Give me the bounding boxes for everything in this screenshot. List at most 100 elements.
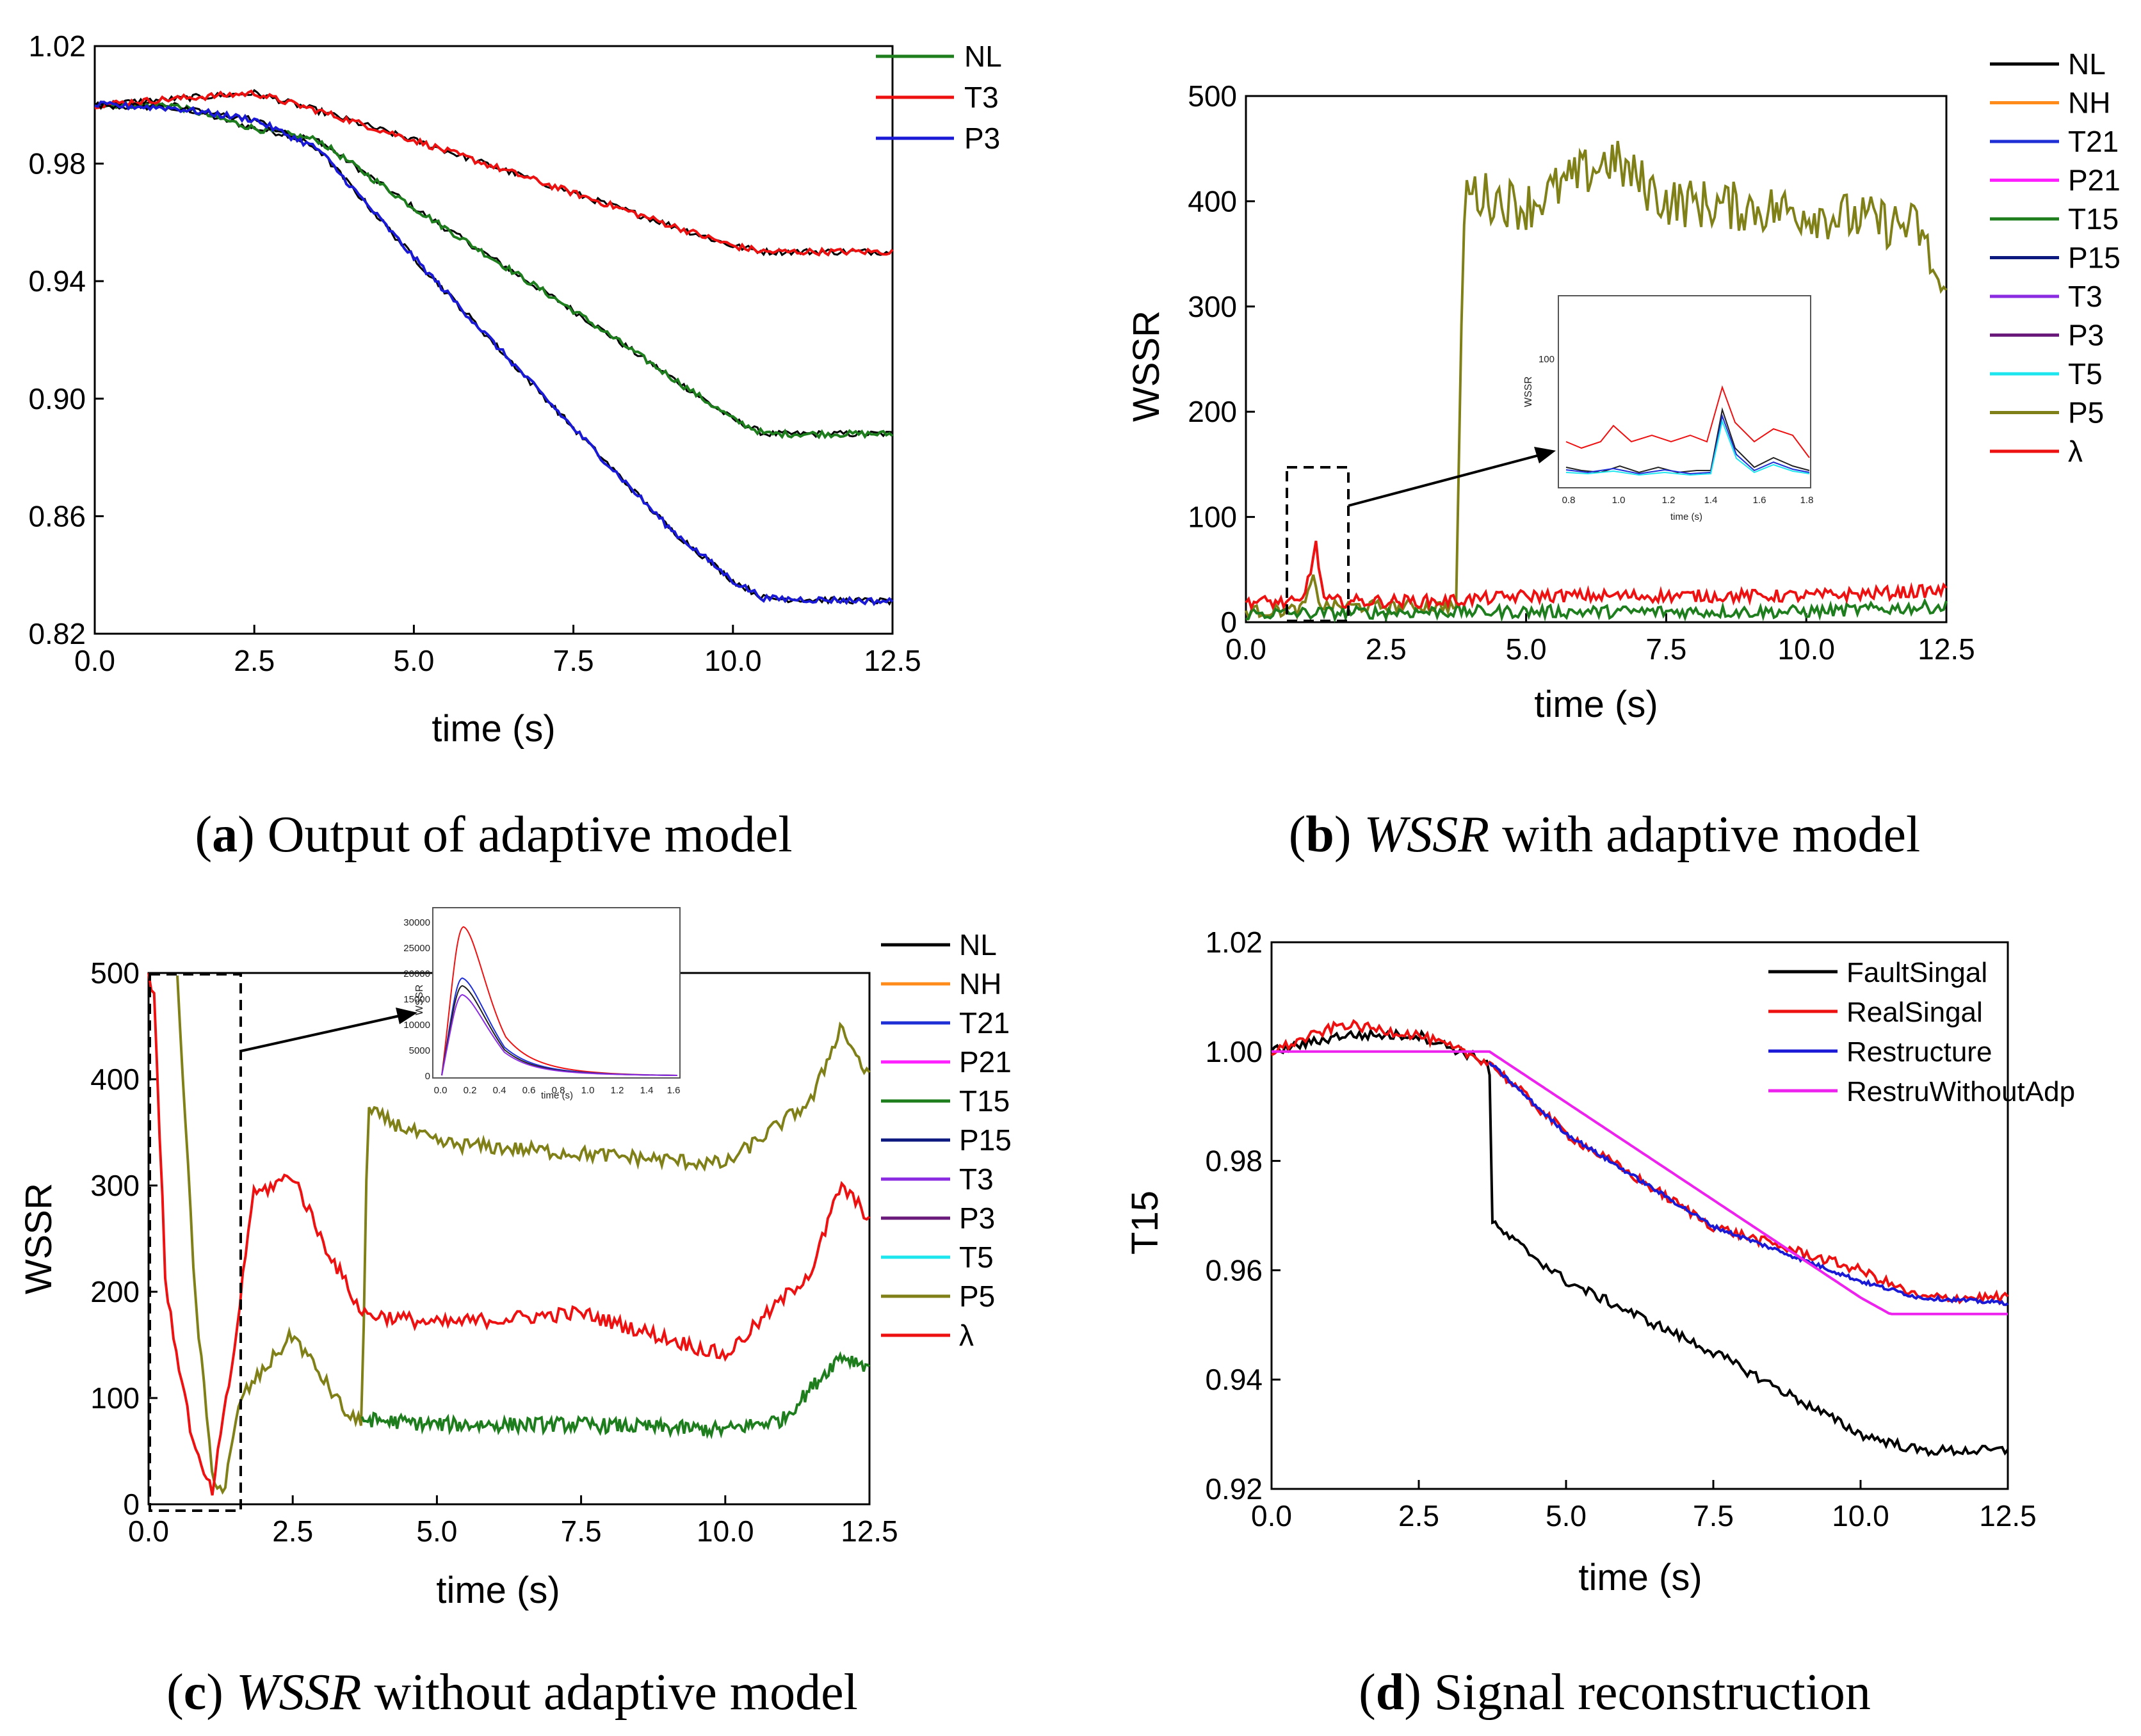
x-tick-label: 5.0 [1506,632,1547,666]
legend-label: T3 [2068,280,2103,313]
panel-c: 0 100 200 300 400 500 0.0 2.5 5.0 7.5 10.0 12.5 WS… [18,907,1012,1721]
caption-letter: b [1305,807,1334,863]
y-ticks: 0 100 200 300 400 500 [90,956,158,1521]
inset-xtick: 1.4 [1704,495,1718,506]
panel-a: 0.82 0.86 0.90 0.94 0.98 1.02 0.0 2.5 5.0 7.5 10.… [28,29,1001,863]
zoom-box [149,973,242,1512]
x-tick-label: 10.0 [1777,632,1835,666]
inset-xtick: 1.0 [1612,495,1626,506]
y-tick-label: 0.86 [28,499,86,533]
x-axis-label: time (s) [1534,684,1658,725]
x-tick-label: 2.5 [272,1515,313,1548]
legend-label: T5 [2068,357,2103,390]
x-tick-label: 0.0 [1251,1499,1292,1532]
x-tick-label: 5.0 [416,1515,457,1548]
legend-label: T21 [2068,125,2119,158]
y-tick-label: 100 [90,1381,140,1415]
y-tick-label: 0.82 [28,617,86,650]
plot-frame [1270,941,2009,1490]
series-t15 [360,1351,871,1440]
inset-series-lambda [1565,385,1810,458]
x-ticks: 0.0 2.5 5.0 7.5 10.0 12.5 [1225,613,1975,666]
legend-label: P3 [2068,319,2104,352]
y-tick-label: 0.94 [1205,1363,1263,1396]
inset-ytick: 25000 [403,943,430,954]
x-axis-label: time (s) [436,1570,560,1611]
inset-series-t5 [1565,419,1810,476]
y-tick-label: 300 [90,1169,140,1202]
y-tick-label: 1.02 [1205,926,1263,959]
legend-label: P21 [959,1045,1012,1079]
inset-xlabel: time (s) [541,1090,573,1101]
inset-xtick: 1.6 [1753,495,1766,506]
series-p5 [176,975,871,1495]
inset-xtick: 0.2 [464,1085,477,1096]
x-tick-label: 10.0 [697,1515,754,1548]
y-tick-label: 1.00 [1205,1035,1263,1068]
inset-xtick: 0.6 [522,1085,536,1096]
x-tick-label: 7.5 [553,644,594,677]
legend-label: FaultSingal [1846,957,1987,988]
panel-d: 0.92 0.94 0.96 0.98 1.00 1.02 0.0 2.5 5.0 7.5 10.… [1124,926,2075,1721]
zoom-arrow [240,1014,403,1052]
legend-label-nl: NL [964,40,1002,73]
x-tick-label: 12.5 [1979,1499,2037,1532]
x-tick-label: 7.5 [561,1515,602,1548]
legend-label: T21 [959,1006,1010,1040]
x-tick-label: 2.5 [1398,1499,1439,1532]
y-axis-label: WSSR [18,1183,60,1294]
legend-label: RestruWithoutAdp [1846,1076,2075,1107]
zoom-arrowhead [1534,447,1556,463]
inset-xtick: 0.0 [434,1085,448,1096]
series-t15 [1245,597,1948,623]
inset-ytick: 5000 [409,1045,430,1056]
x-tick-label: 12.5 [841,1515,898,1548]
y-tick-label: 500 [90,956,140,990]
y-tick-label: 0.94 [28,264,86,298]
inset-ylabel: WSSR [1523,376,1534,407]
zoom-arrow [1348,453,1542,507]
zoom-box [1286,466,1350,622]
inset-ylabel: WSSR [414,985,425,1015]
y-axis-label: T15 [1124,1191,1166,1255]
inset-frame [1558,295,1811,488]
legend-label: T15 [2068,202,2119,236]
x-tick-label: 10.0 [1832,1499,1889,1532]
y-tick-label: 400 [1188,184,1237,218]
x-tick-label: 7.5 [1693,1499,1734,1532]
legend-label: Restructure [1846,1036,1992,1068]
caption-text: Output of adaptive model [268,807,793,863]
plot-series [1245,141,1948,623]
x-axis-label: time (s) [432,708,555,750]
zoom-arrowhead [396,1008,417,1024]
x-tick-label: 0.0 [74,644,115,677]
inset-series-nl [1565,407,1810,474]
legend-label-p3: P3 [964,122,1000,155]
y-ticks: 0.92 0.94 0.96 0.98 1.00 1.02 [1205,926,1281,1506]
series-restructure [1488,1061,2009,1306]
y-tick-label: 100 [1188,501,1237,534]
legend: NL NH T21 P21 T15 P15 T3 P3 T5 P5 λ [881,928,1012,1352]
caption-text: Signal reconstruction [1434,1664,1871,1721]
caption-letter: c [184,1664,207,1721]
caption-italic: WSSR [1364,807,1490,863]
series-realsingal [1271,1018,2009,1306]
plot-frame [93,45,894,635]
inset-ytick: 100 [1539,354,1555,365]
inset-ytick: 20000 [403,968,430,979]
inset-ytick: 10000 [403,1020,430,1031]
y-ticks: 0 100 200 300 400 500 [1188,79,1255,639]
x-tick-label: 10.0 [704,644,762,677]
inset-ytick: 0 [425,1071,430,1082]
y-tick-label: 0.98 [1205,1145,1263,1178]
inset-ytick: 30000 [403,917,430,928]
y-tick-label: 300 [1188,290,1237,323]
series-p5 [1245,141,1948,622]
series-measured [94,100,893,439]
y-tick-label: 0.90 [28,382,86,415]
x-ticks: 0.0 2.5 5.0 7.5 10.0 12.5 [128,1495,898,1548]
legend-label: T15 [959,1084,1010,1118]
inset-frame [432,907,681,1079]
legend-label: NL [2068,47,2106,81]
